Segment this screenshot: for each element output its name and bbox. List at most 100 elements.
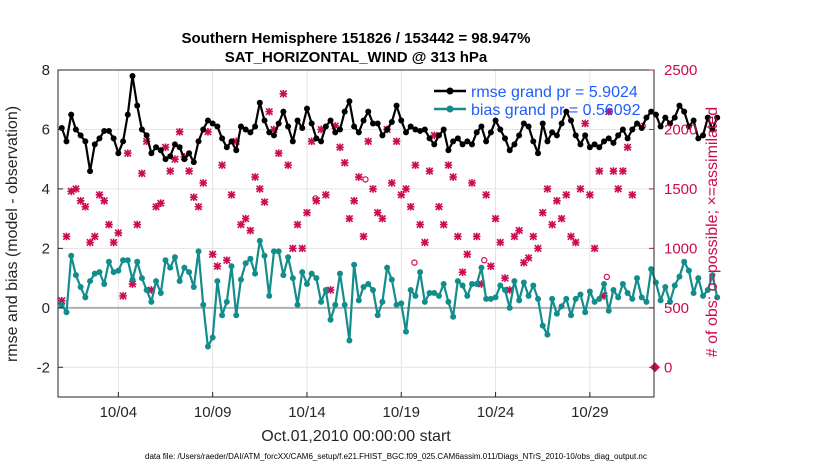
bias-point (101, 281, 108, 288)
rmse-point (252, 123, 259, 130)
bias-point (450, 313, 457, 320)
bias-point (643, 298, 650, 305)
rmse-point (190, 159, 197, 166)
rmse-point (615, 132, 622, 139)
rmse-point (502, 135, 508, 142)
rmse-point (176, 144, 183, 151)
rmse-point (577, 141, 584, 148)
rmse-point (327, 117, 334, 124)
rmse-point (332, 129, 339, 136)
bias-point (200, 301, 207, 308)
bias-point (605, 307, 612, 314)
bias-point (186, 269, 193, 276)
bias-point (624, 289, 631, 296)
rmse-point (214, 123, 221, 130)
rmse-point (497, 126, 504, 133)
rmse-point (421, 126, 428, 133)
rmse-point (223, 144, 230, 151)
rmse-point (96, 135, 103, 142)
obs-assimilated-marker (81, 202, 90, 211)
bias-point (388, 276, 395, 283)
bias-point (379, 298, 386, 305)
rmse-point (266, 129, 273, 136)
bias-point (549, 295, 556, 302)
obs-assimilated-marker (199, 179, 208, 187)
rmse-point (105, 127, 112, 134)
rmse-point (634, 120, 641, 127)
rmse-point (336, 126, 343, 133)
bias-point (454, 278, 461, 285)
obs-assimilated-marker (576, 185, 585, 193)
obs-assimilated-marker (463, 250, 472, 259)
rmse-point (219, 135, 226, 142)
rmse-point (360, 117, 367, 124)
bias-point (459, 282, 466, 289)
obs-assimilated-marker (378, 214, 387, 223)
rmse-point (402, 129, 409, 136)
bias-point (68, 252, 75, 259)
obs-assimilated-marker (449, 173, 457, 181)
bias-point (440, 281, 447, 288)
bias-point (638, 294, 645, 301)
bias-point (275, 248, 282, 255)
obs-assimilated-marker (100, 197, 109, 205)
rmse-point (435, 132, 442, 139)
bias-point (143, 286, 150, 293)
obs-assimilated-marker (109, 238, 118, 247)
bias-point (327, 316, 334, 323)
y-left-tick-label: 0 (42, 300, 50, 317)
bias-point (398, 300, 405, 307)
rmse-point (247, 129, 254, 136)
bias-point (209, 334, 216, 341)
bias-point (685, 267, 692, 274)
obs-assimilated-marker (284, 161, 292, 169)
rmse-point (195, 138, 202, 145)
rmse-point (313, 135, 320, 142)
rmse-point (568, 117, 575, 124)
rmse-point (82, 138, 89, 145)
obs-assimilated-marker (548, 220, 556, 229)
rmse-point (341, 108, 348, 115)
obs-assimilated-marker (279, 89, 288, 98)
bias-point (402, 328, 409, 335)
rmse-point (129, 72, 136, 79)
bias-point (591, 298, 598, 305)
x-tick-label: 10/04 (100, 404, 138, 421)
bias-point (704, 286, 711, 293)
obs-assimilated-marker (628, 191, 637, 199)
rmse-point (671, 114, 678, 121)
rmse-point (539, 120, 546, 127)
obs-assimilated-marker (538, 208, 547, 217)
bias-point (280, 272, 287, 279)
rmse-point (346, 98, 353, 105)
bias-point (553, 310, 560, 317)
obs-assimilated-marker (246, 226, 255, 235)
bias-point (525, 292, 532, 299)
rmse-point (525, 123, 532, 130)
rmse-point (171, 141, 178, 148)
data-file-footer: data file: /Users/raeder/DAI/ATM_forcXX/… (145, 452, 647, 461)
bias-point (303, 281, 310, 288)
rmse-point (318, 138, 325, 145)
rmse-point (459, 141, 466, 148)
obs-possible-marker (411, 259, 418, 266)
rmse-point (601, 138, 608, 145)
obs-assimilated-marker (425, 167, 434, 175)
x-tick-label: 10/29 (571, 404, 609, 421)
bias-point (445, 298, 452, 305)
rmse-point (445, 147, 452, 154)
bias-point (483, 295, 490, 302)
bias-point (120, 257, 127, 264)
bias-point (157, 289, 164, 296)
rmse-point (511, 141, 518, 148)
bias-point (171, 254, 178, 261)
rmse-point (91, 141, 98, 148)
obs-assimilated-marker (166, 167, 175, 175)
rmse-point (351, 123, 358, 130)
x-tick-label: 10/24 (477, 404, 515, 421)
obs-assimilated-marker (260, 198, 269, 206)
obs-assimilated-marker (293, 220, 302, 229)
obs-assimilated-marker (189, 193, 198, 202)
obs-assimilated-marker (562, 191, 571, 199)
obs-assimilated-marker (567, 232, 575, 241)
